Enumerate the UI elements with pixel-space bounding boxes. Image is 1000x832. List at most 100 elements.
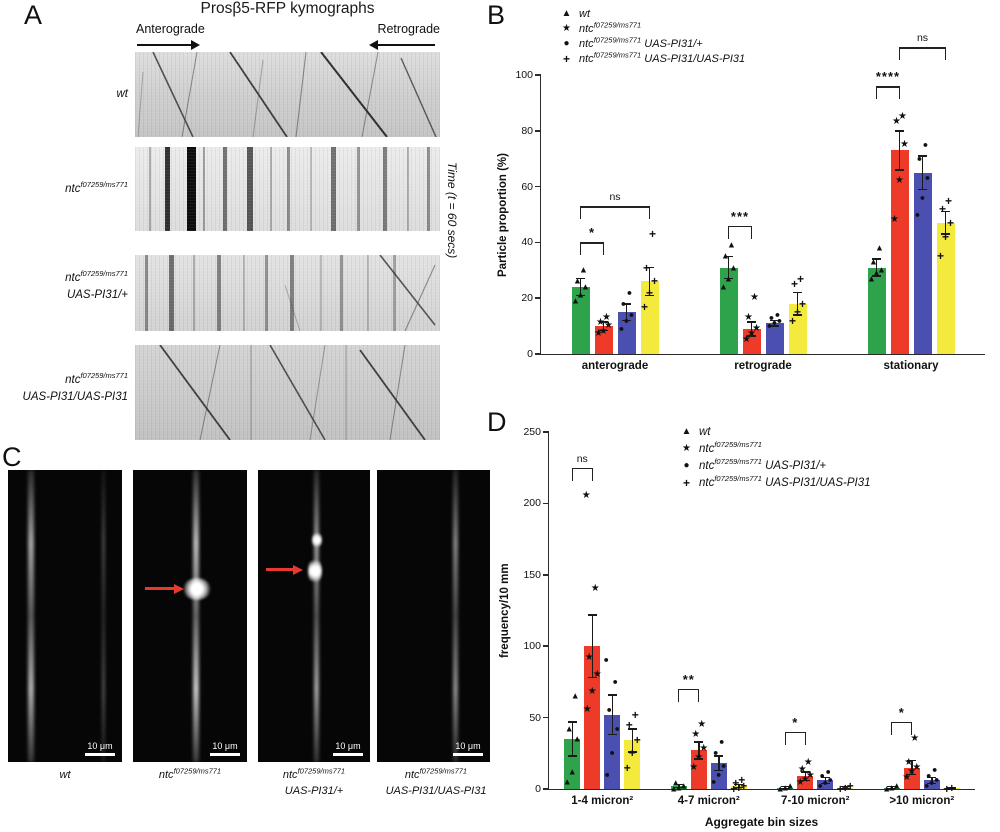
- legend-label: ntcf07259/ms771 UAS-PI31/+: [699, 456, 827, 472]
- error-cap: [674, 786, 684, 789]
- error-cap: [887, 787, 897, 790]
- error-bar: [678, 784, 680, 788]
- data-point-triangle: ▲: [570, 690, 580, 701]
- data-point-triangle: ▲: [669, 783, 679, 794]
- data-point-star: ★: [803, 757, 813, 769]
- fluorescence-image-ntc-pi31-het: 10 μm: [258, 470, 370, 762]
- retrograde-label: Retrograde: [377, 22, 440, 36]
- scale-bar: 10 μm: [453, 741, 483, 756]
- data-point-star: ★: [744, 311, 753, 323]
- legend-item: ● ntcf07259/ms771 UAS-PI31/+: [560, 36, 745, 51]
- error-cap: [724, 277, 733, 280]
- data-point-triangle: ▲: [572, 733, 582, 744]
- panel-a-title: Prosβ5-RFP kymographs: [200, 0, 375, 17]
- data-point-star: ★: [590, 583, 600, 595]
- y-tick-label: 60: [521, 180, 533, 193]
- error-cap: [941, 210, 950, 213]
- sig-label: *: [792, 714, 799, 730]
- error-bar: [911, 760, 913, 775]
- arrow-head-right-icon: [191, 40, 200, 51]
- data-point-plus: +: [730, 782, 738, 796]
- data-point-triangle: ▲: [721, 250, 730, 261]
- bar-pi31-homo: [788, 303, 807, 354]
- error-bar: [784, 786, 786, 789]
- data-point-circle: ●: [916, 153, 923, 164]
- error-bar: [727, 256, 730, 279]
- data-point-star: ★: [902, 771, 912, 783]
- sig-bracket-end: [891, 721, 893, 735]
- error-cap: [734, 783, 744, 786]
- error-cap: [780, 785, 790, 788]
- error-bar: [891, 786, 893, 789]
- legend-marker-triangle-icon: ▲: [561, 8, 572, 19]
- data-point-circle: ●: [822, 777, 828, 788]
- y-tick-label: 250: [523, 426, 541, 438]
- data-point-star: ★: [604, 320, 613, 332]
- data-point-star: ★: [750, 292, 759, 304]
- data-point-circle: ●: [614, 723, 620, 734]
- error-cap: [918, 155, 927, 157]
- data-point-star: ★: [596, 317, 605, 329]
- data-point-plus: +: [836, 782, 844, 796]
- legend-marker-plus-icon: +: [562, 51, 570, 66]
- legend-item: ★ ntcf07259/ms771: [560, 21, 745, 36]
- legend-label: wt: [699, 425, 711, 438]
- data-point-plus: +: [938, 201, 947, 216]
- legend-marker-star-icon: ★: [682, 443, 691, 454]
- legend-item: + ntcf07259/ms771 UAS-PI31/UAS-PI31: [680, 474, 871, 491]
- data-point-star: ★: [694, 751, 704, 763]
- data-point-star: ★: [747, 328, 756, 340]
- anterograde-arrow-icon: [137, 40, 200, 51]
- data-point-triangle: ▲: [785, 780, 795, 791]
- data-point-triangle: ▲: [679, 780, 689, 791]
- bar-pi31-homo: [640, 281, 659, 354]
- sig-bracket-end: [571, 467, 573, 481]
- data-point-circle: ●: [766, 320, 773, 331]
- sig-bracket-end: [898, 47, 901, 61]
- bar-pi31-het: [913, 172, 932, 354]
- y-tick-label: 80: [521, 124, 533, 137]
- data-point-triangle: ▲: [564, 723, 574, 734]
- data-point-circle: ●: [926, 770, 932, 781]
- error-cap: [840, 787, 850, 790]
- data-point-star: ★: [910, 733, 920, 745]
- data-point-plus: +: [645, 285, 654, 300]
- legend-label: ntcf07259/ms771 UAS-PI31/UAS-PI31: [579, 49, 746, 65]
- sig-bracket: [580, 242, 604, 244]
- kymo-label-ntc-pi31-homo: ntcf07259/ms771 UAS-PI31/UAS-PI31: [22, 371, 128, 404]
- sig-bracket-end: [579, 206, 582, 220]
- error-cap: [770, 325, 779, 327]
- data-point-star: ★: [689, 761, 699, 773]
- x-category-label: >10 micron²: [889, 795, 955, 807]
- error-cap: [645, 266, 654, 269]
- fluorescence-image-ntc: 10 μm: [133, 470, 247, 762]
- sig-bracket-end: [750, 225, 753, 239]
- y-tick-mark: [543, 645, 549, 647]
- sig-bracket-end: [804, 731, 806, 745]
- data-point-triangle: ▲: [562, 776, 572, 787]
- axon-streak: [193, 470, 199, 762]
- x-category-label: 7-10 micron²: [781, 795, 850, 807]
- data-point-circle: ●: [932, 764, 938, 775]
- error-bar: [698, 741, 700, 759]
- kymo-label-wt: wt: [116, 88, 129, 100]
- sig-bracket: [580, 206, 650, 208]
- bar-pi31-het: [617, 312, 636, 354]
- error-bar: [602, 321, 605, 331]
- data-point-star: ★: [594, 328, 603, 340]
- data-point-circle: ●: [609, 747, 615, 758]
- data-point-circle: ●: [919, 192, 926, 203]
- data-point-plus: +: [944, 193, 953, 208]
- bar-wt: [564, 739, 581, 789]
- data-point-circle: ●: [606, 704, 612, 715]
- data-point-plus: +: [946, 215, 955, 230]
- data-point-star: ★: [584, 651, 594, 663]
- error-bar: [571, 721, 573, 757]
- y-tick-label: 40: [521, 236, 533, 249]
- legend-label: ntcf07259/ms771 UAS-PI31/+: [579, 34, 703, 50]
- data-point-triangle: ▲: [780, 782, 790, 793]
- sig-label: *: [588, 225, 596, 241]
- data-point-triangle: ▲: [887, 782, 897, 793]
- sig-bracket-end: [591, 467, 593, 481]
